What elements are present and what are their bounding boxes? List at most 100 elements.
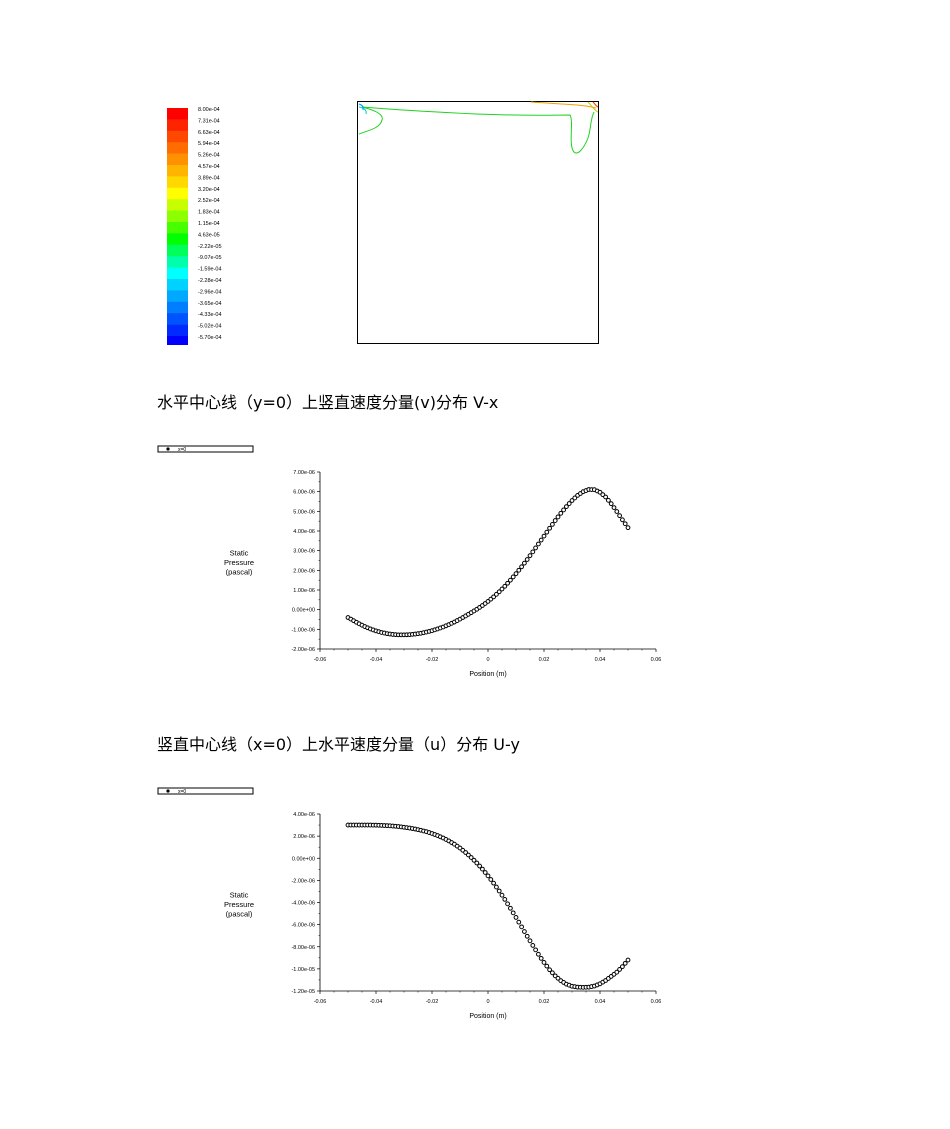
colorbar-swatch	[167, 176, 188, 189]
y-tick-label: -1.00e-05	[291, 967, 315, 973]
data-point	[555, 514, 561, 520]
data-point	[564, 504, 569, 510]
x-axis-label: Position (m)	[469, 671, 506, 678]
data-point	[466, 852, 471, 858]
y-tick-label: -4.00e-06	[291, 901, 315, 907]
colorbar-label: 3.20e-04	[198, 187, 220, 193]
y-tick-label: 2.00e-06	[293, 834, 315, 840]
y-tick-label: -1.00e-06	[291, 627, 315, 633]
data-point	[510, 574, 516, 580]
colorbar-swatch	[167, 301, 188, 314]
colorbar-swatch	[167, 222, 188, 234]
data-point	[505, 580, 511, 586]
chart-v-x: x=0 -2.00e-06 -1.00e-06 0.00e+00 1.00e-06 2.0…	[157, 445, 661, 678]
data-point	[550, 522, 555, 527]
colorbar-swatch	[167, 199, 188, 211]
x-tick-label: -0.02	[426, 657, 439, 663]
contour-line-green-top	[361, 106, 595, 154]
y-tick-label: 7.00e-06	[293, 470, 315, 476]
x-tick-label: -0.06	[314, 657, 327, 663]
legend-marker	[166, 447, 170, 451]
y-tick-label: 1.00e-06	[293, 588, 315, 594]
y-tick-label: -8.00e-06	[291, 945, 315, 951]
colorbar-label: -1.59e-04	[198, 267, 222, 273]
data-point	[480, 866, 485, 872]
colorbar-label: 7.31e-04	[198, 118, 220, 124]
data-point	[538, 537, 544, 543]
colorbar-swatch	[167, 256, 188, 268]
colorbar-swatch	[167, 142, 188, 154]
data-point	[538, 955, 544, 961]
data-point	[491, 594, 497, 600]
data-point	[552, 518, 558, 523]
data-point	[496, 589, 502, 595]
x-tick-label: 0.02	[539, 999, 550, 1005]
x-tick-label: 0	[486, 999, 489, 1005]
contour-line-cyan-corner	[358, 106, 367, 115]
y-tick-label: 3.00e-06	[293, 549, 315, 555]
data-point	[561, 507, 567, 513]
colorbar-label: -5.70e-04	[198, 335, 222, 341]
data-point	[508, 577, 513, 583]
x-tick-label: 0.04	[595, 657, 606, 663]
contour-colorbar: 8.00e-04 7.31e-04 6.63e-04 5.94e-04 5.26e-04…	[167, 107, 222, 345]
data-point	[550, 970, 555, 976]
data-point	[516, 567, 522, 573]
colorbar-swatch	[167, 130, 188, 143]
colorbar-label: 4.57e-04	[198, 164, 220, 170]
data-point	[608, 501, 614, 507]
data-point	[541, 533, 547, 539]
x-tick-label: -0.04	[370, 999, 383, 1005]
colorbar-swatch	[167, 324, 188, 337]
data-point	[499, 586, 505, 592]
data-point	[622, 521, 628, 527]
data-point	[541, 960, 547, 965]
colorbar-label: 2.52e-04	[198, 198, 220, 204]
y-tick-label: 4.00e-06	[293, 812, 315, 818]
y-tick-label: 5.00e-06	[293, 509, 315, 515]
data-point	[547, 967, 553, 973]
data-point	[536, 541, 541, 547]
data-point	[522, 929, 527, 934]
data-point	[572, 495, 578, 501]
data-point	[625, 525, 631, 531]
contour-line-yellow-topright	[587, 101, 599, 113]
data-point	[477, 863, 483, 869]
data-point	[516, 919, 522, 925]
x-tick-label: -0.04	[370, 657, 383, 663]
x-tick-label: -0.06	[314, 999, 327, 1005]
y-axis-label: Pressure	[224, 558, 254, 567]
data-point	[547, 525, 553, 531]
data-point	[566, 501, 572, 506]
data-point	[502, 897, 508, 902]
data-point	[527, 553, 533, 559]
x-tick-label: 0.02	[539, 657, 550, 663]
y-tick-label: 0.00e+00	[292, 856, 315, 862]
data-point	[527, 938, 533, 944]
y-axis-label: Pressure	[224, 900, 254, 909]
data-point	[513, 915, 519, 920]
data-point	[614, 969, 620, 975]
data-point	[544, 963, 550, 969]
colorbar-label: 1.15e-04	[198, 221, 220, 227]
legend-box	[157, 445, 254, 453]
data-point	[558, 510, 564, 516]
data-point	[482, 870, 488, 875]
data-point	[536, 951, 541, 957]
colorbar-swatch	[167, 313, 188, 325]
contour-line-green-left	[358, 106, 383, 135]
contour-line-blue-corner	[358, 103, 364, 111]
colorbar-swatch	[167, 244, 188, 257]
y-tick-label: 2.00e-06	[293, 568, 315, 574]
data-point	[611, 505, 617, 510]
x-axis-label: Position (m)	[469, 1013, 506, 1020]
data-point	[606, 497, 611, 503]
y-axis-label: Static	[230, 549, 249, 558]
data-point	[625, 957, 631, 963]
y-axis-label: Static	[230, 891, 249, 900]
colorbar-label: -2.96e-04	[198, 289, 222, 295]
colorbar-swatch	[167, 290, 188, 303]
colorbar-label: -2.22e-05	[198, 244, 222, 250]
colorbar-label: 5.94e-04	[198, 141, 220, 147]
colorbar-swatch	[167, 108, 188, 120]
